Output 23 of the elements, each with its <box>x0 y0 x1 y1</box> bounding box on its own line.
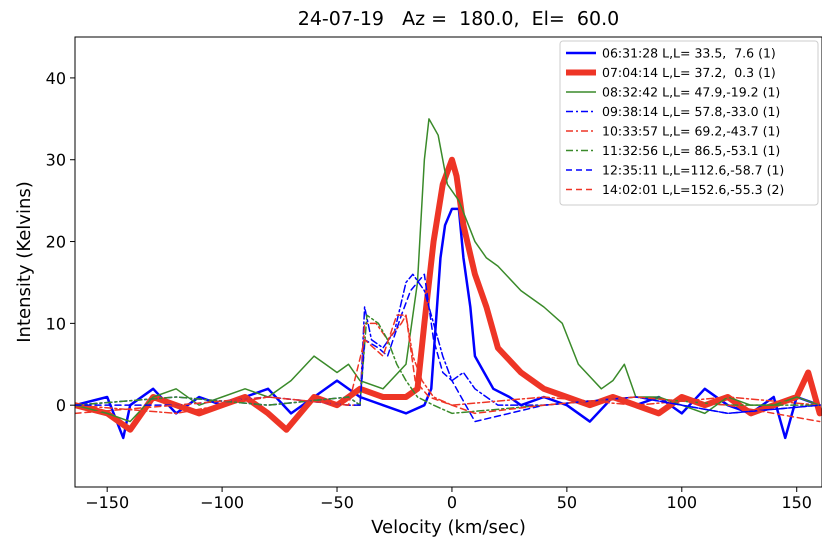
legend-label: 06:31:28 L,L= 33.5, 7.6 (1) <box>602 46 776 60</box>
x-tick-label: −50 <box>320 493 354 512</box>
x-tick-label: −150 <box>85 493 130 512</box>
chart-title: 24-07-19 Az = 180.0, El= 60.0 <box>298 8 620 30</box>
x-tick-label: −100 <box>200 493 244 512</box>
legend-label: 07:04:14 L,L= 37.2, 0.3 (1) <box>602 65 776 80</box>
y-tick-label: 30 <box>46 150 66 170</box>
legend-label: 10:33:57 L,L= 69.2,-43.7 (1) <box>602 124 780 138</box>
legend-label: 11:32:56 L,L= 86.5,-53.1 (1) <box>602 143 780 158</box>
y-tick-label: 40 <box>46 68 66 88</box>
x-tick-label: 0 <box>446 493 458 512</box>
legend-label: 09:38:14 L,L= 57.8,-33.0 (1) <box>602 104 780 119</box>
y-tick-label: 20 <box>46 232 66 252</box>
x-tick-label: 50 <box>556 493 578 512</box>
x-axis-title: Velocity (km/sec) <box>371 517 526 538</box>
legend-label: 14:02:01 L,L=152.6,-55.3 (2) <box>602 182 784 197</box>
legend-label: 12:35:11 L,L=112.6,-58.7 (1) <box>602 162 784 178</box>
y-tick-label: 10 <box>46 314 66 334</box>
legend-label: 08:32:42 L,L= 47.9,-19.2 (1) <box>602 84 780 100</box>
x-tick-label: 150 <box>781 493 812 512</box>
x-tick-label: 100 <box>666 493 698 512</box>
y-axis-title: Intensity (Kelvins) <box>14 181 35 343</box>
y-tick-label: 0 <box>56 396 66 416</box>
